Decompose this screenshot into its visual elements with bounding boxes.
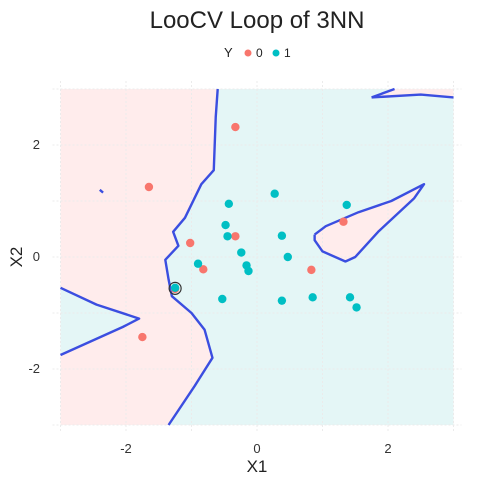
highlighted-point-ring — [168, 281, 182, 295]
point-class-0 — [231, 122, 240, 132]
legend-label-1: 1 — [284, 46, 291, 60]
point-class-0 — [144, 182, 154, 192]
point-class-1 — [221, 220, 230, 230]
point-class-1 — [223, 232, 232, 241]
region-class-0-2 — [314, 184, 425, 262]
point-class-1 — [283, 252, 292, 262]
x-axis-ticks: -2 0 2 — [120, 441, 391, 456]
boundary-line-0 — [164, 88, 219, 426]
decision-boundaries — [59, 87, 454, 426]
point-class-1 — [193, 259, 203, 268]
legend-label-0: 0 — [256, 46, 263, 60]
point-class-1 — [345, 293, 355, 302]
point-class-1 — [237, 248, 246, 257]
point-class-0 — [339, 217, 348, 226]
y-tick-label: 2 — [33, 137, 40, 152]
point-class-1 — [218, 294, 227, 304]
boundary-line-5 — [99, 188, 104, 194]
point-class-1 — [342, 200, 351, 210]
plot-area — [52, 81, 462, 433]
chart-title: LooCV Loop of 3NN — [150, 7, 365, 34]
region-class-0-0 — [60, 89, 218, 425]
point-class-1 — [244, 266, 253, 276]
point-class-0 — [185, 238, 195, 248]
gridlines — [52, 81, 462, 433]
point-class-1 — [170, 283, 180, 292]
point-class-0 — [307, 265, 316, 275]
y-tick-label: -2 — [28, 361, 40, 376]
x-axis-title: X1 — [247, 457, 268, 476]
point-class-1 — [224, 199, 234, 208]
point-class-0 — [231, 232, 240, 241]
x-tick-label: 2 — [384, 441, 391, 456]
point-class-1 — [352, 303, 361, 312]
boundary-line-1 — [59, 286, 141, 357]
legend-marker-1 — [272, 49, 280, 57]
boundary-line-3 — [371, 93, 454, 99]
point-class-1 — [277, 296, 287, 305]
point-class-1 — [308, 293, 317, 302]
legend: Y 0 1 — [224, 45, 291, 60]
legend-title: Y — [224, 45, 233, 60]
point-class-0 — [138, 332, 147, 342]
x-tick-label: -2 — [120, 441, 132, 456]
y-axis-ticks: -2 0 2 — [28, 137, 40, 376]
y-tick-label: 0 — [33, 249, 40, 264]
data-points — [138, 122, 361, 342]
boundary-line-4 — [313, 182, 426, 263]
y-axis-title: X2 — [7, 247, 26, 268]
point-class-1 — [277, 231, 287, 240]
x-tick-label: 0 — [253, 441, 260, 456]
legend-marker-0 — [244, 49, 252, 57]
point-class-1 — [270, 189, 279, 198]
point-class-0 — [199, 265, 208, 274]
